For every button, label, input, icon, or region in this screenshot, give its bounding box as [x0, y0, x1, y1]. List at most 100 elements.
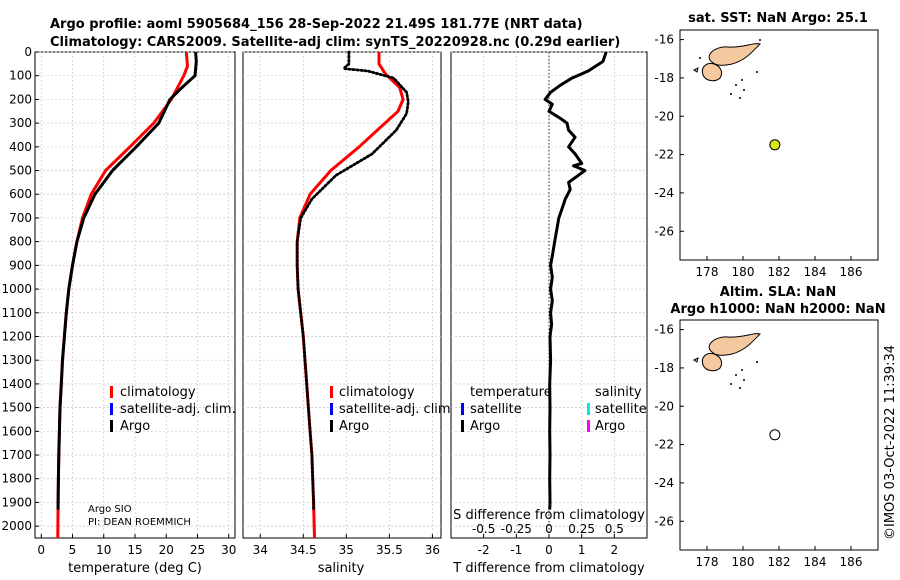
lat-tick-label: -26	[654, 514, 674, 528]
depth-tick-label: 100	[9, 69, 32, 83]
x-tick-label: 35.5	[376, 543, 403, 557]
x-tick-label: 1	[578, 543, 586, 557]
temperature-panel: 0100200300400500600700800900100011001200…	[1, 45, 236, 576]
lat-tick-label: -24	[654, 476, 674, 490]
x-tick-label: -2	[478, 543, 490, 557]
x-tick-label: 36	[425, 543, 440, 557]
salinity-xlabel: salinity	[318, 561, 365, 576]
difference-series	[543, 51, 608, 510]
lat-tick-label: -20	[654, 109, 674, 123]
x-tick-label: 34.5	[290, 543, 317, 557]
x-tick-label: 35	[339, 543, 354, 557]
x-tick-label: 2	[611, 543, 619, 557]
lat-tick-label: -22	[654, 438, 674, 452]
x-tick-label: 25	[190, 543, 205, 557]
lon-tick-label: 180	[732, 265, 755, 279]
x-tick-label: 10	[96, 543, 111, 557]
temperature-xlabel: temperature (deg C)	[68, 561, 202, 576]
x-tick-label: 0	[37, 543, 45, 557]
top-tick-label: 0.5	[605, 522, 624, 536]
sla-map-argo-marker	[769, 429, 781, 441]
diff-legend-label-t-satellite: satellite	[470, 402, 522, 417]
depth-tick-label: 400	[9, 140, 32, 154]
sla-map-fiji-islands	[693, 333, 761, 389]
series-argo	[56, 51, 198, 510]
difference-top-xlabel: S difference from climatology	[453, 508, 645, 523]
sst-map-panel: sat. SST: NaN Argo: 25.1 -16 -18 -20 -22 -24…	[654, 11, 879, 279]
lon-tick-label: 182	[768, 265, 791, 279]
series-t-difference-argo	[543, 51, 608, 510]
difference-top-ticks: -0.5 -0.25 0 0.25 0.5	[472, 522, 624, 536]
depth-tick-label: 200	[9, 92, 32, 106]
legend-salinity-title: salinity	[595, 385, 642, 400]
depth-tick-label: 1500	[1, 401, 32, 415]
top-tick-label: -0.5	[472, 522, 495, 536]
diff-legend-swatch-t-argo	[461, 420, 464, 432]
lat-tick-label: -16	[654, 33, 674, 47]
lon-tick-label: 180	[732, 555, 755, 569]
depth-tick-label: 0	[24, 45, 32, 59]
depth-tick-label: 300	[9, 116, 32, 130]
lat-tick-label: -20	[654, 399, 674, 413]
legend-label-satellite: satellite-adj. clim.	[120, 402, 236, 417]
salinity-panel: 34 34.5 35 35.5 36 salinity climatology sate…	[242, 50, 455, 576]
difference-x-ticks: -2 -1 0 1 2	[478, 534, 618, 557]
sla-map-title-2: Argo h1000: NaN h2000: NaN	[670, 302, 885, 317]
sst-map-title: sat. SST: NaN Argo: 25.1	[688, 11, 868, 26]
lat-tick-label: -16	[654, 323, 674, 337]
legend-swatch-argo	[110, 420, 113, 432]
salinity-axes-frame	[242, 51, 442, 539]
legend-swatch-satellite	[110, 403, 113, 415]
sal-legend-label-satellite: satellite-adj. clim.	[339, 402, 455, 417]
legend-swatch-climatology	[110, 386, 113, 398]
sla-map-lon-ticks: 178 180 182 184 186	[696, 546, 863, 569]
lat-tick-label: -26	[654, 224, 674, 238]
sst-map-fiji-islands	[693, 39, 761, 99]
lon-tick-label: 178	[696, 265, 719, 279]
depth-tick-label: 1900	[1, 495, 32, 509]
lat-tick-label: -18	[654, 361, 674, 375]
diff-legend-swatch-t-satellite	[461, 403, 464, 415]
x-tick-label: 15	[127, 543, 142, 557]
legend-temperature-title: temperature	[470, 385, 552, 400]
x-tick-label: 34	[253, 543, 268, 557]
difference-panel: -2 -1 0 1 2 -0.5 -0.25 0 0.25 0.5 T difference f…	[450, 51, 648, 576]
lon-tick-label: 186	[840, 555, 863, 569]
temperature-series	[56, 51, 198, 539]
salinity-x-ticks: 34 34.5 35 35.5 36	[253, 534, 440, 557]
depth-tick-label: 1700	[1, 448, 32, 462]
depth-tick-label: 1200	[1, 329, 32, 343]
sla-map-title-1: Altim. SLA: NaN	[720, 285, 836, 300]
sst-map-argo-marker	[769, 139, 781, 151]
lat-tick-label: -22	[654, 148, 674, 162]
diff-legend-swatch-s-argo	[587, 420, 590, 432]
lon-tick-label: 184	[804, 555, 827, 569]
temperature-depth-ticks: 0 100 200 300 400 500 600 700 800 900 1000 1100 1200…	[1, 45, 39, 533]
difference-xlabel: T difference from climatology	[452, 561, 645, 576]
depth-tick-label: 1300	[1, 353, 32, 367]
lon-tick-label: 182	[768, 555, 791, 569]
depth-tick-label: 900	[9, 258, 32, 272]
sal-legend-label-climatology: climatology	[339, 385, 415, 400]
temperature-x-ticks: 0 5 10 15 20 25 30	[37, 534, 236, 557]
sla-map-lat-ticks: -16 -18 -20 -22 -24 -26	[654, 323, 684, 528]
legend-label-argo: Argo	[120, 419, 150, 434]
top-tick-label: 0.25	[568, 522, 595, 536]
diff-legend-label-t-argo: Argo	[470, 419, 500, 434]
title-line-2: Climatology: CARS2009. Satellite-adj cli…	[50, 35, 620, 50]
depth-tick-label: 1600	[1, 424, 32, 438]
depth-tick-label: 2000	[1, 519, 32, 533]
depth-tick-label: 600	[9, 187, 32, 201]
sst-map-lon-ticks: 178 180 182 184 186	[696, 256, 863, 279]
sla-map-panel: Altim. SLA: NaN Argo h1000: NaN h2000: N…	[654, 285, 885, 569]
top-tick-label: 0	[545, 522, 553, 536]
x-tick-label: 0	[545, 543, 553, 557]
lon-tick-label: 186	[840, 265, 863, 279]
credit-line-1: Argo SIO	[88, 504, 132, 515]
sal-legend-swatch-climatology	[330, 386, 333, 398]
salinity-series	[295, 50, 410, 539]
legend-label-climatology: climatology	[120, 385, 196, 400]
credit-line-2: PI: DEAN ROEMMICH	[88, 517, 191, 528]
diff-legend-swatch-s-satellite	[587, 403, 590, 415]
depth-tick-label: 1400	[1, 377, 32, 391]
